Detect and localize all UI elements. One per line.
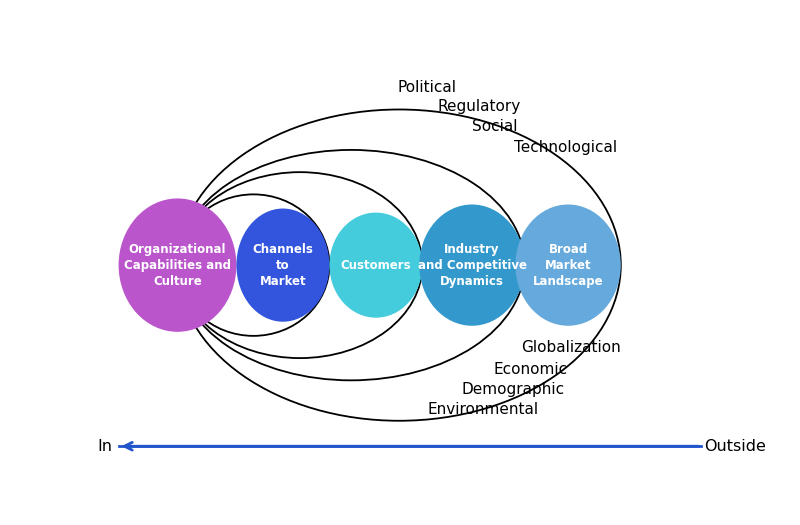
Text: Customers: Customers bbox=[341, 259, 411, 271]
Text: In: In bbox=[98, 439, 112, 454]
Text: Globalization: Globalization bbox=[522, 341, 622, 355]
Text: Economic: Economic bbox=[494, 362, 568, 377]
Ellipse shape bbox=[330, 213, 422, 318]
Text: Organizational
Capabilities and
Culture: Organizational Capabilities and Culture bbox=[124, 243, 231, 288]
Text: Industry
and Competitive
Dynamics: Industry and Competitive Dynamics bbox=[418, 243, 526, 288]
Text: Social: Social bbox=[472, 119, 518, 134]
Ellipse shape bbox=[419, 204, 525, 326]
Ellipse shape bbox=[118, 198, 237, 332]
Ellipse shape bbox=[237, 208, 330, 322]
Text: Channels
to
Market: Channels to Market bbox=[253, 243, 314, 288]
Text: Outside: Outside bbox=[705, 439, 766, 454]
Text: Political: Political bbox=[398, 80, 457, 94]
Text: Regulatory: Regulatory bbox=[438, 99, 521, 114]
Text: Broad
Market
Landscape: Broad Market Landscape bbox=[533, 243, 603, 288]
Text: Demographic: Demographic bbox=[462, 382, 565, 397]
Ellipse shape bbox=[515, 204, 621, 326]
Text: Technological: Technological bbox=[514, 140, 618, 155]
Text: Environmental: Environmental bbox=[427, 402, 538, 417]
